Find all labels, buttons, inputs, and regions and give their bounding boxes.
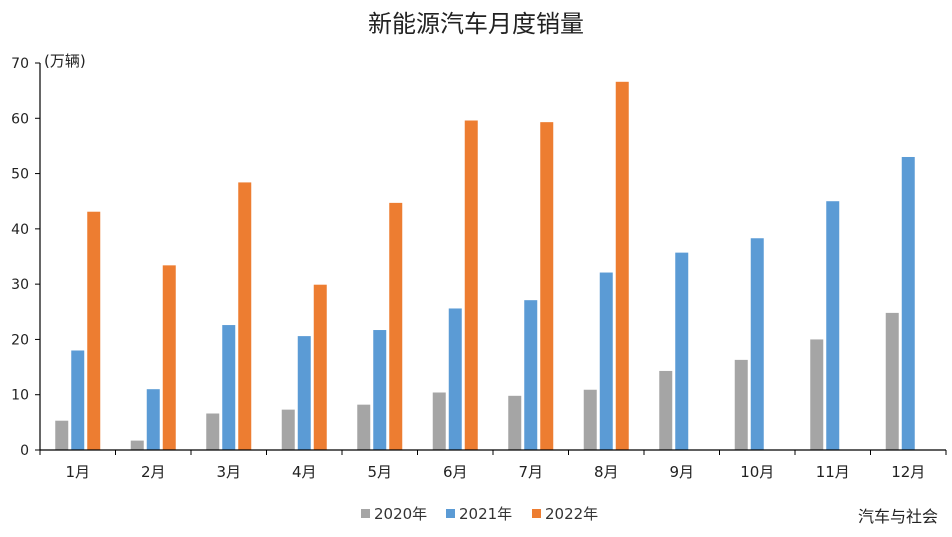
x-tick-label: 1月 — [65, 463, 90, 481]
x-tick-label: 11月 — [816, 463, 850, 481]
bar — [885, 312, 899, 450]
bar — [432, 392, 446, 450]
x-tick-label: 2月 — [141, 463, 166, 481]
legend-label: 2020年 — [374, 505, 427, 523]
bar — [357, 404, 371, 450]
x-tick-label: 7月 — [518, 463, 543, 481]
bar — [599, 272, 613, 450]
bar — [810, 339, 824, 450]
bar — [826, 201, 840, 450]
x-axis: 1月 2月 3月 4月 5月 6月 7月 8月 9月 10月 11月 12月 — [39, 449, 947, 481]
bar — [615, 81, 629, 450]
y-axis: 0 10 20 30 40 50 60 70 — [11, 56, 41, 459]
x-tick-label: 10月 — [740, 463, 774, 481]
bar — [297, 336, 311, 450]
bar — [448, 308, 462, 450]
bar — [389, 202, 403, 450]
legend-swatch — [532, 509, 541, 518]
y-tick-label: 20 — [11, 332, 29, 348]
source-note: 汽车与社会 — [858, 507, 938, 526]
y-tick-label: 0 — [20, 443, 29, 459]
chart-title: 新能源汽车月度销量 — [368, 10, 584, 38]
bar — [524, 300, 538, 450]
bar — [71, 350, 85, 450]
bar — [87, 211, 101, 450]
bar — [583, 389, 597, 450]
bar — [146, 389, 160, 450]
bar — [206, 413, 220, 450]
legend: 2020年 2021年 2022年 — [361, 505, 598, 523]
x-tick-label: 6月 — [443, 463, 468, 481]
x-tick-label: 9月 — [669, 463, 694, 481]
bar — [130, 440, 144, 450]
bar — [659, 370, 673, 450]
x-tick-label: 4月 — [292, 463, 317, 481]
y-tick-label: 30 — [11, 277, 29, 293]
bar — [675, 252, 689, 450]
y-tick-label: 50 — [11, 167, 29, 183]
bars — [55, 81, 915, 451]
y-axis-unit-label: (万辆) — [44, 52, 86, 70]
bar — [238, 182, 252, 450]
x-tick-label: 12月 — [891, 463, 925, 481]
y-tick-label: 40 — [11, 222, 29, 238]
legend-label: 2021年 — [459, 505, 512, 523]
legend-swatch — [446, 509, 455, 518]
legend-label: 2022年 — [545, 505, 598, 523]
bar — [508, 395, 522, 450]
x-tick-label: 8月 — [594, 463, 619, 481]
bar — [55, 420, 69, 450]
bar — [750, 238, 764, 450]
legend-swatch — [361, 509, 370, 518]
y-tick-label: 60 — [11, 111, 29, 127]
bar — [313, 284, 327, 450]
bar — [734, 359, 748, 450]
bar — [281, 409, 295, 450]
bar — [222, 325, 236, 450]
x-tick-label: 3月 — [216, 463, 241, 481]
y-tick-label: 10 — [11, 388, 29, 404]
bar — [901, 156, 915, 450]
bar — [540, 122, 554, 451]
bar — [464, 120, 478, 451]
x-tick-label: 5月 — [367, 463, 392, 481]
bar — [162, 265, 176, 450]
bar — [373, 330, 387, 450]
y-tick-label: 70 — [11, 56, 29, 72]
